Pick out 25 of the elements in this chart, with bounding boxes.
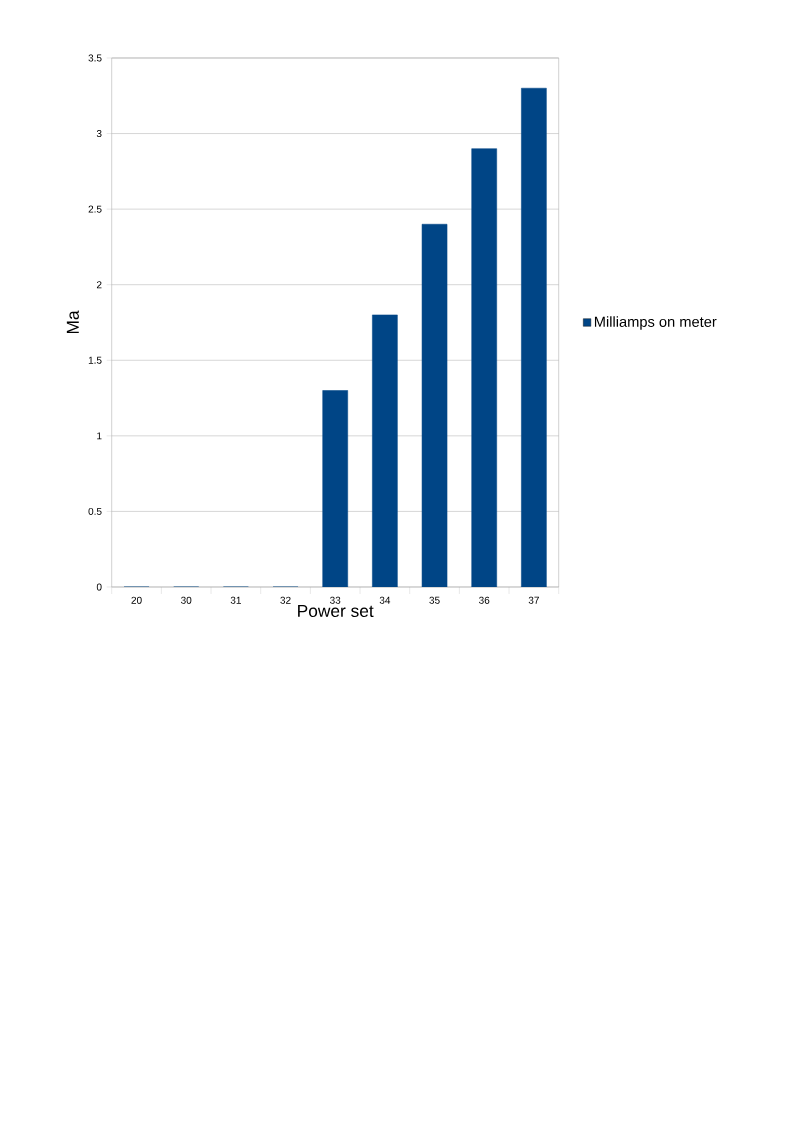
- bar: [521, 87, 547, 587]
- x-tick-label: 20: [131, 596, 142, 604]
- x-tick-label: 30: [181, 596, 192, 604]
- x-tick-label: 34: [379, 596, 391, 604]
- bar: [471, 148, 498, 587]
- x-tick-label: 32: [280, 596, 291, 604]
- x-axis-title: Power set: [298, 604, 374, 618]
- y-tick-label: 0.5: [88, 507, 102, 515]
- x-tick-label: 37: [528, 596, 540, 604]
- bar: [372, 314, 398, 587]
- x-tick-label: 36: [479, 596, 490, 604]
- x-tick-label: 33: [330, 596, 341, 604]
- y-tick-label: 3: [96, 130, 102, 138]
- y-tick-label: 3.5: [88, 54, 102, 62]
- y-tick-label: 0: [96, 583, 102, 591]
- y-tick-label: 2: [97, 281, 102, 289]
- x-tick-label: 31: [230, 596, 242, 604]
- y-tick-label: 1.5: [88, 356, 102, 364]
- legend-label: Milliamps on meter: [595, 316, 717, 330]
- y-axis-title: Ma: [66, 310, 80, 334]
- x-tick-label: 35: [429, 596, 440, 604]
- bar: [322, 390, 349, 587]
- y-tick-label: 1: [97, 432, 102, 440]
- y-tick-label: 2.5: [88, 205, 102, 213]
- bar: [421, 223, 448, 587]
